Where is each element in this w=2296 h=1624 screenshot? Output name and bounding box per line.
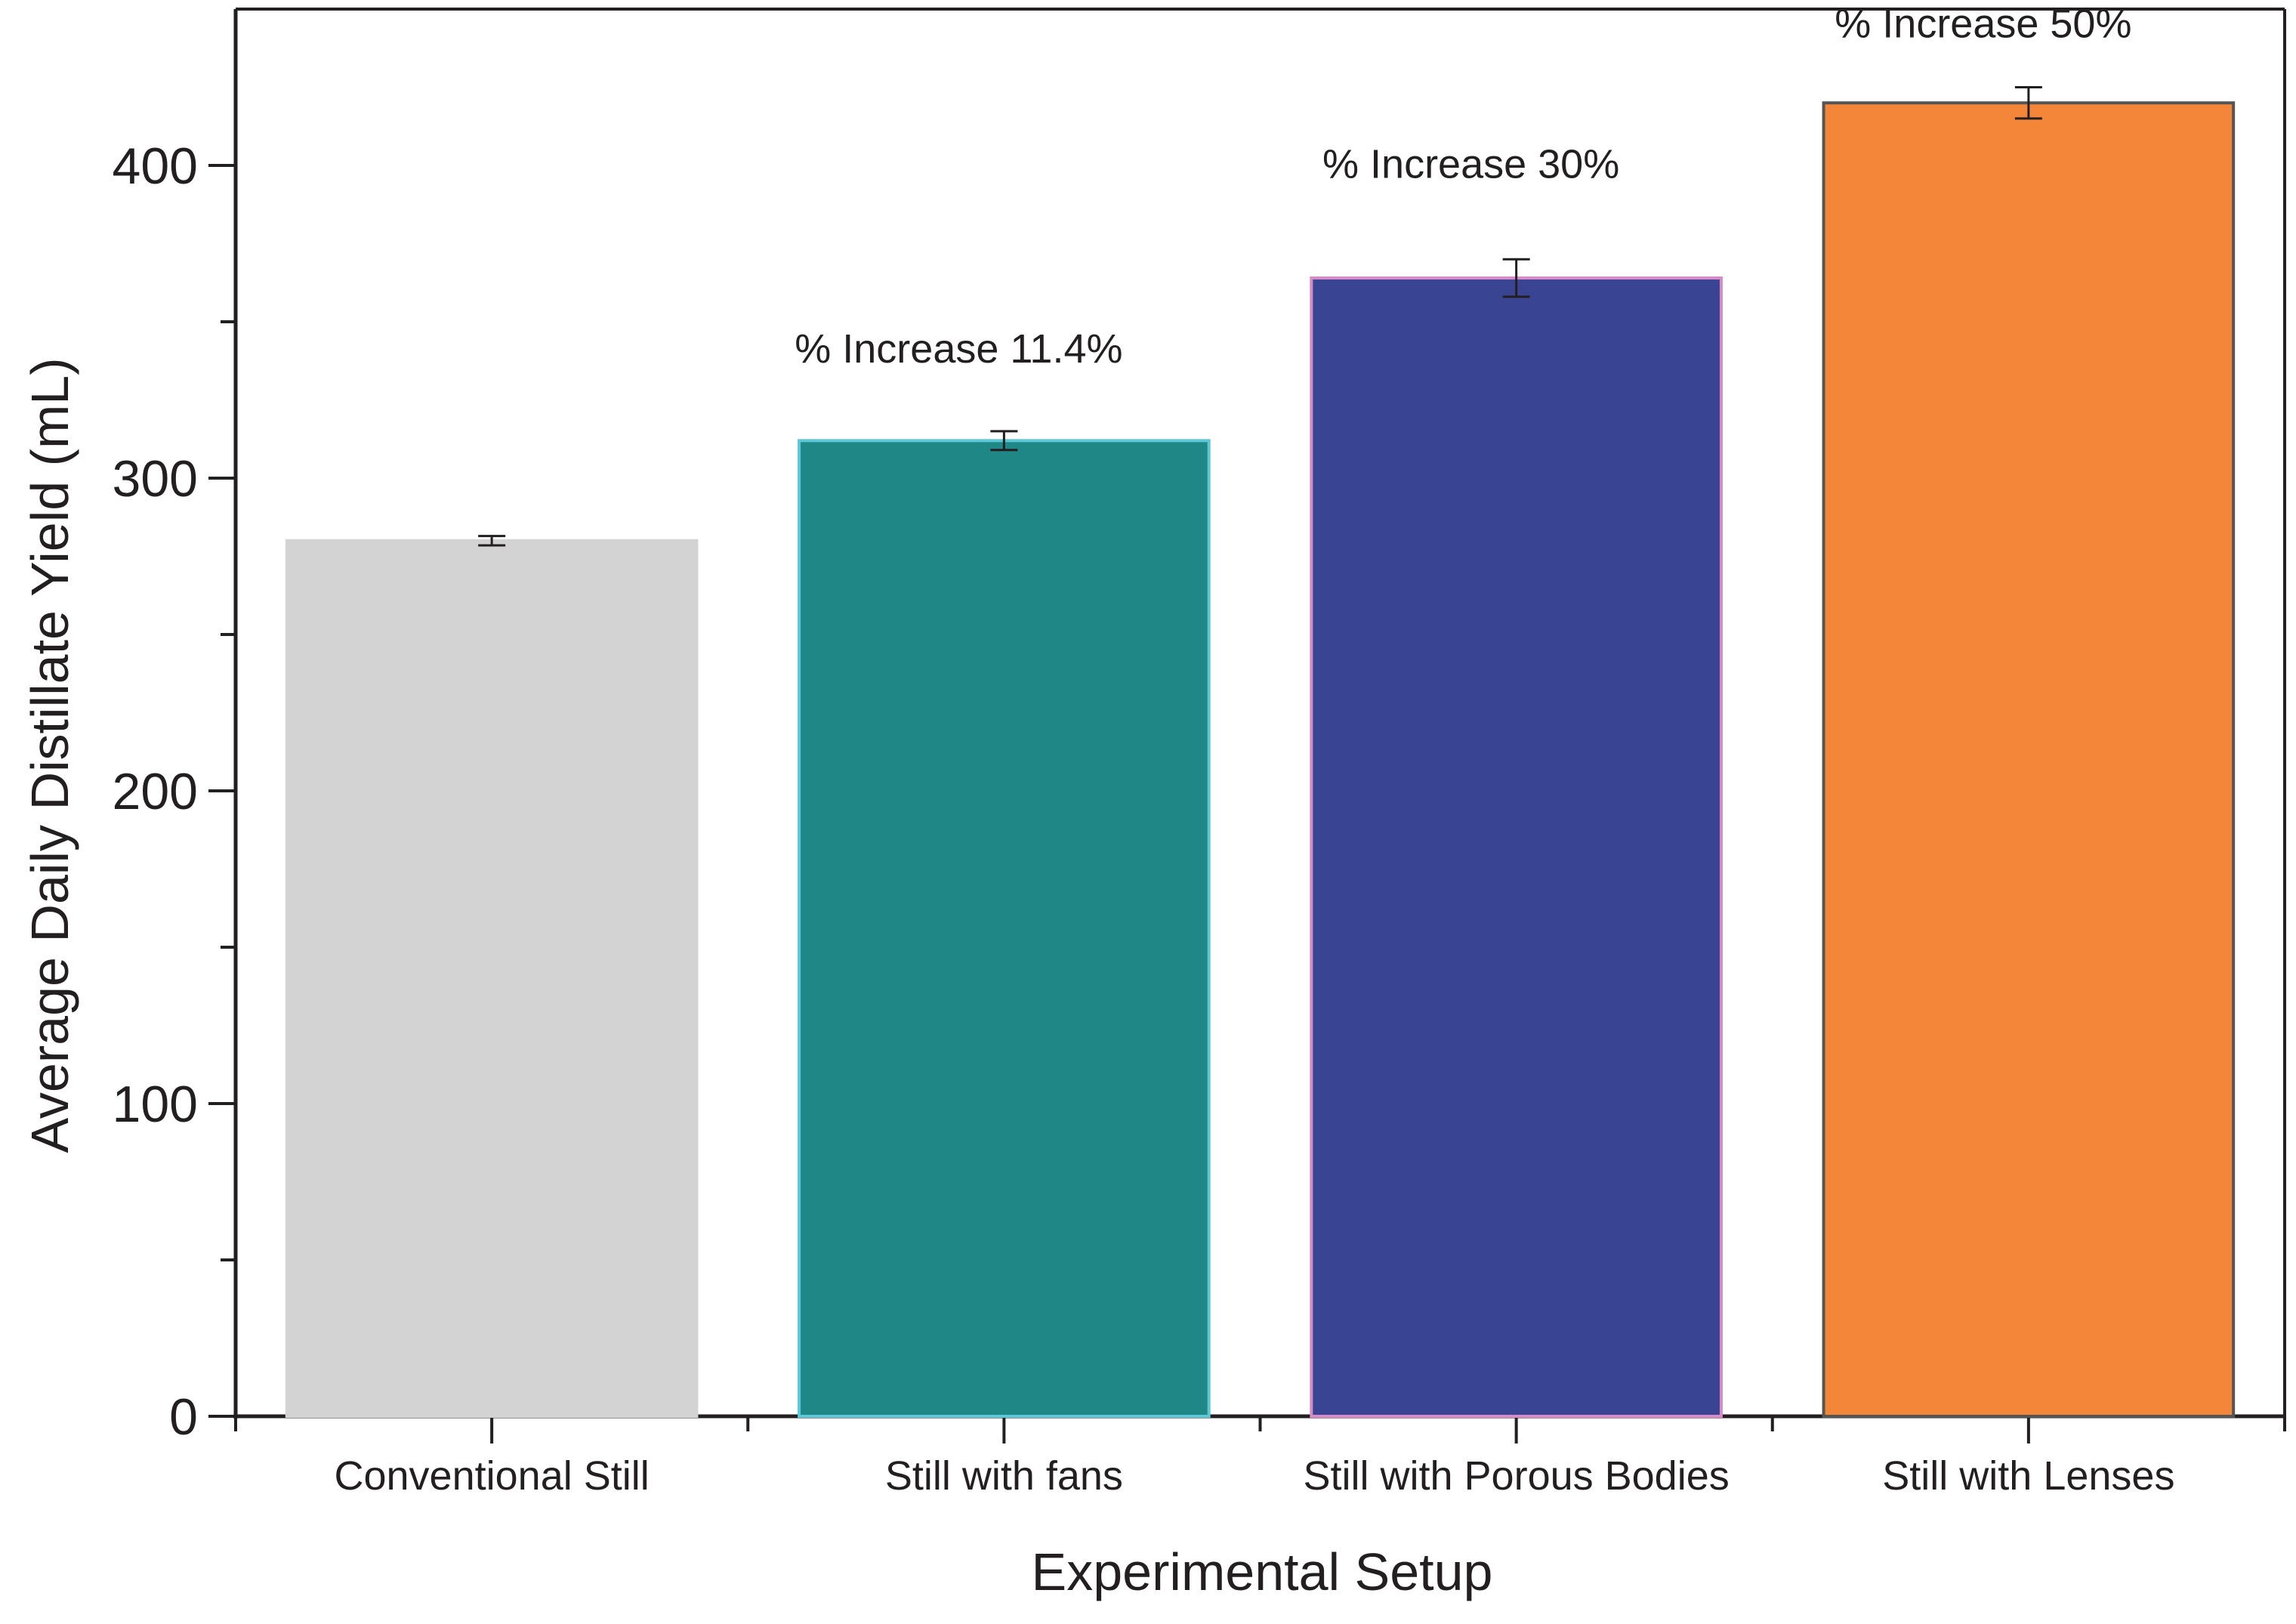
x-tick-label: Still with fans [885, 1453, 1123, 1499]
annotations: % Increase 11.4% % Increase 30% % Increase… [795, 1, 2131, 372]
y-axis-title: Average Daily Distillate Yield (mL) [20, 357, 79, 1153]
error-bar-4 [2014, 86, 2042, 120]
x-axis: Conventional Still Still with fans Still w… [234, 1416, 2286, 1499]
x-tick-label: Still with Lenses [1882, 1453, 2174, 1499]
bars [285, 101, 2236, 1419]
bar-3 [1310, 276, 1723, 1418]
bar-4 [1822, 101, 2236, 1419]
x-axis-title: Experimental Setup [1032, 1542, 1493, 1601]
error-bars [478, 86, 2042, 547]
bar-1 [285, 539, 699, 1418]
y-tick-label: 200 [113, 763, 198, 820]
x-tick-label: Still with Porous Bodies [1303, 1453, 1729, 1499]
y-axis: 0 100 200 300 400 [113, 137, 236, 1446]
y-tick-label: 100 [113, 1076, 198, 1133]
y-tick-label: 300 [113, 450, 198, 508]
annotation-4: % Increase 50% [1835, 1, 2131, 46]
bar-2 [798, 439, 1211, 1419]
annotation-3: % Increase 30% [1322, 142, 1619, 187]
y-tick-label: 400 [113, 137, 198, 195]
x-tick-label: Conventional Still [335, 1453, 650, 1499]
error-bar-3 [1502, 258, 1530, 298]
annotation-2: % Increase 11.4% [795, 326, 1122, 372]
error-bar-2 [990, 430, 1018, 452]
error-bar-1 [478, 535, 506, 547]
y-tick-label: 0 [169, 1388, 198, 1446]
